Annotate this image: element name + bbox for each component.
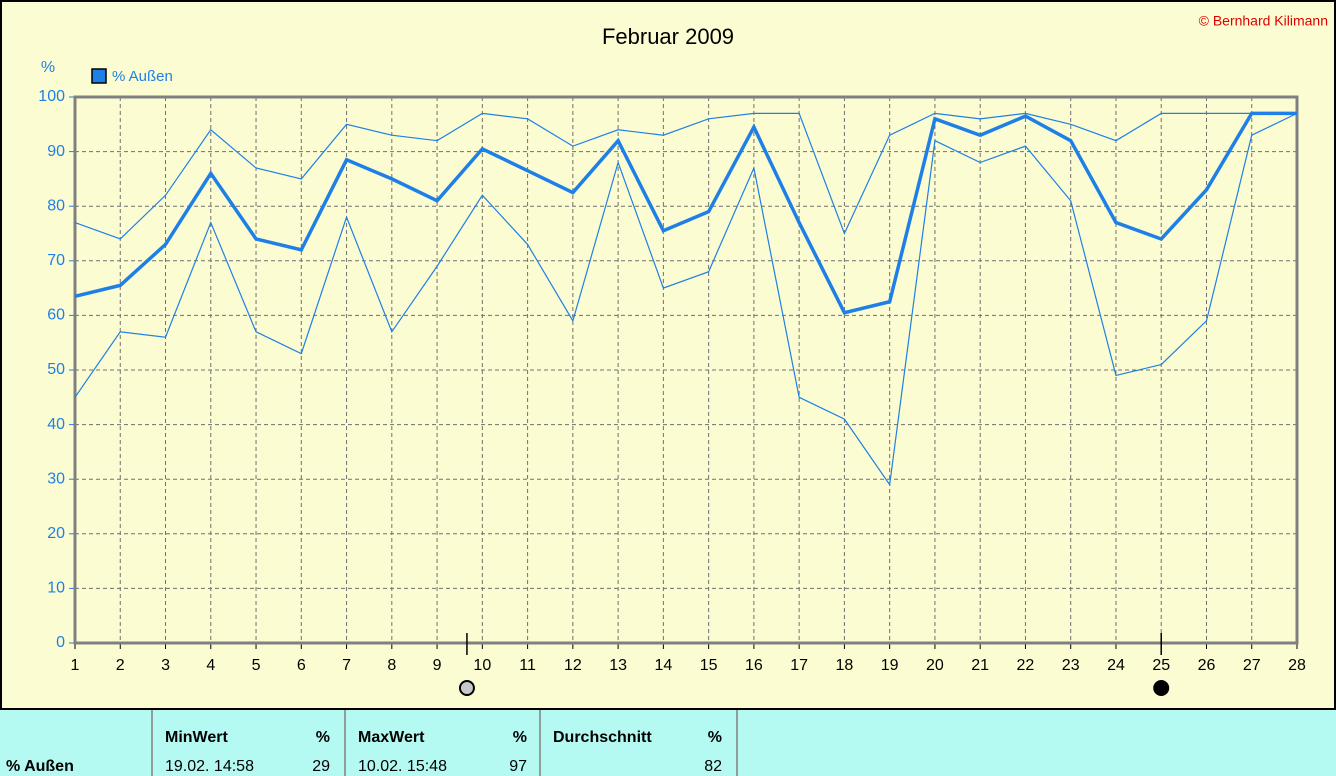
x-tick-label: 17 xyxy=(790,657,808,674)
x-tick-label: 10 xyxy=(473,657,491,674)
x-tick-label: 13 xyxy=(609,657,627,674)
x-tick-label: 19 xyxy=(881,657,899,674)
x-tick-label: 28 xyxy=(1288,657,1306,674)
y-tick-label: 10 xyxy=(47,580,65,597)
x-tick-label: 26 xyxy=(1198,657,1216,674)
chart-title: Februar 2009 xyxy=(602,24,734,49)
table-header: % xyxy=(316,729,330,746)
x-tick-label: 14 xyxy=(654,657,672,674)
x-tick-label: 3 xyxy=(161,657,170,674)
x-tick-label: 11 xyxy=(519,657,536,674)
x-tick-label: 18 xyxy=(836,657,854,674)
table-header: % xyxy=(513,729,527,746)
x-tick-label: 6 xyxy=(297,657,306,674)
y-tick-label: 70 xyxy=(47,252,65,269)
y-tick-label: 20 xyxy=(47,525,65,542)
table-header: % xyxy=(708,729,722,746)
x-tick-label: 12 xyxy=(564,657,582,674)
table-cell: 19.02. 14:58 xyxy=(165,758,254,775)
y-tick-label: 100 xyxy=(38,88,65,105)
y-tick-label: 0 xyxy=(56,634,65,651)
x-tick-label: 23 xyxy=(1062,657,1080,674)
x-tick-label: 4 xyxy=(206,657,215,674)
x-tick-label: 2 xyxy=(116,657,125,674)
y-tick-label: 90 xyxy=(47,143,65,160)
x-tick-label: 9 xyxy=(433,657,442,674)
table-cell: 97 xyxy=(509,758,527,775)
table-separators xyxy=(151,710,738,776)
chart-background xyxy=(0,0,1336,710)
x-tick-label: 8 xyxy=(387,657,396,674)
y-axis-label: % xyxy=(41,59,55,76)
y-tick-label: 40 xyxy=(47,416,65,433)
y-tick-label: 60 xyxy=(47,307,65,324)
mean-line xyxy=(74,111,1297,315)
table-row-label: % Außen xyxy=(6,758,74,775)
y-tick-label: 30 xyxy=(47,470,65,487)
table-cell: 82 xyxy=(704,758,722,775)
x-tick-label: 5 xyxy=(252,657,261,674)
x-tick-label: 21 xyxy=(971,657,989,674)
x-tick-label: 1 xyxy=(71,657,80,674)
table-cell: 10.02. 15:48 xyxy=(358,758,447,775)
x-tick-label: 22 xyxy=(1017,657,1035,674)
plot-frame xyxy=(73,95,1299,645)
min-line xyxy=(74,112,1298,487)
legend-label: % Außen xyxy=(112,68,173,85)
y-tick-label: 80 xyxy=(47,197,65,214)
x-tick-label: 15 xyxy=(700,657,718,674)
x-tick-label: 25 xyxy=(1152,657,1170,674)
x-tick-label: 24 xyxy=(1107,657,1125,674)
table-header: MaxWert xyxy=(358,729,425,746)
table-background xyxy=(0,710,1336,776)
table-header: MinWert xyxy=(165,729,228,746)
x-tick-label: 20 xyxy=(926,657,944,674)
cursor-handle xyxy=(458,680,475,696)
x-tick-label: 27 xyxy=(1243,657,1261,674)
copyright: © Bernhard Kilimann xyxy=(1199,13,1328,29)
max-line xyxy=(74,112,1297,240)
x-tick-label: 16 xyxy=(745,657,763,674)
table-cell: 29 xyxy=(312,758,330,775)
table-header: Durchschnitt xyxy=(553,729,652,746)
y-tick-label: 50 xyxy=(47,361,65,378)
cursor-handle xyxy=(1153,680,1170,696)
legend-swatch xyxy=(91,68,107,84)
x-tick-label: 7 xyxy=(342,657,351,674)
